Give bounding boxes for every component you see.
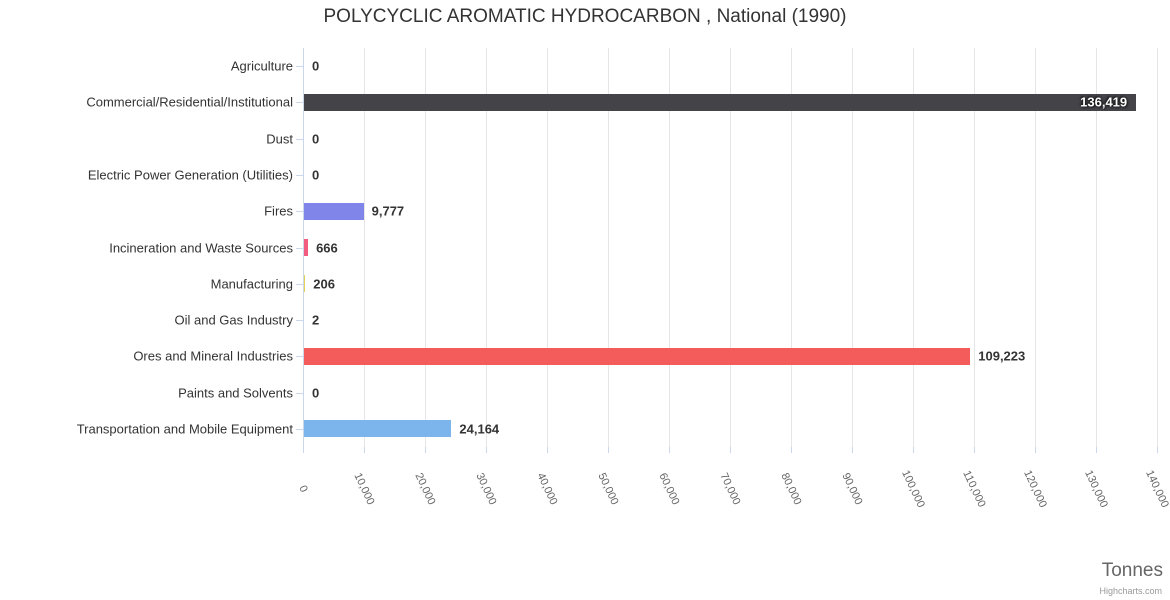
value-label: 0 bbox=[312, 131, 320, 147]
x-tick-label: 100,000 bbox=[899, 468, 927, 510]
category-tick bbox=[296, 320, 303, 321]
x-axis-tick bbox=[486, 447, 487, 453]
x-tick-label: 60,000 bbox=[656, 471, 682, 507]
x-axis-tick bbox=[303, 447, 304, 453]
category-label: Agriculture bbox=[230, 58, 293, 74]
value-label: 9,777 bbox=[371, 203, 405, 219]
category-label: Transportation and Mobile Equipment bbox=[76, 421, 293, 437]
x-tick-label: 110,000 bbox=[960, 468, 988, 510]
value-label: 109,223 bbox=[978, 348, 1026, 364]
grid-line bbox=[791, 48, 792, 447]
x-tick-label: 70,000 bbox=[717, 471, 743, 507]
bar[interactable] bbox=[304, 239, 309, 256]
category-label: Fires bbox=[264, 203, 293, 219]
category-label: Ores and Mineral Industries bbox=[133, 348, 293, 364]
grid-line bbox=[364, 48, 365, 447]
x-axis-tick bbox=[913, 447, 914, 453]
x-tick-label: 50,000 bbox=[595, 471, 621, 507]
grid-line bbox=[730, 48, 731, 447]
x-axis-tick bbox=[1096, 447, 1097, 453]
category-tick bbox=[296, 102, 303, 103]
x-axis-tick bbox=[974, 447, 975, 453]
value-label: 206 bbox=[313, 276, 335, 292]
chart-title: POLYCYCLIC AROMATIC HYDROCARBON , Nation… bbox=[323, 6, 847, 27]
value-label: 136,419 bbox=[1080, 94, 1128, 110]
value-label: 0 bbox=[312, 167, 320, 183]
x-axis-tick bbox=[669, 447, 670, 453]
x-tick-label: 40,000 bbox=[534, 471, 560, 507]
x-tick-label: 140,000 bbox=[1143, 468, 1170, 510]
value-label: 0 bbox=[312, 385, 320, 401]
grid-line bbox=[913, 48, 914, 447]
category-axis-line bbox=[303, 48, 304, 447]
grid-line bbox=[669, 48, 670, 447]
x-axis-tick bbox=[730, 447, 731, 453]
grid-line bbox=[1035, 48, 1036, 447]
category-tick bbox=[296, 211, 303, 212]
category-label: Commercial/Residential/Institutional bbox=[86, 94, 293, 110]
bar[interactable] bbox=[304, 275, 306, 293]
bar[interactable] bbox=[304, 93, 1137, 111]
x-tick-label: 120,000 bbox=[1021, 468, 1049, 510]
bar[interactable] bbox=[304, 420, 452, 438]
grid-line bbox=[486, 48, 487, 447]
category-tick bbox=[296, 175, 303, 176]
x-axis-tick bbox=[364, 447, 365, 453]
category-tick bbox=[296, 393, 303, 394]
category-tick bbox=[296, 66, 303, 67]
category-tick bbox=[296, 248, 303, 249]
category-label: Manufacturing bbox=[210, 276, 293, 292]
x-axis-tick bbox=[1035, 447, 1036, 453]
x-tick-label: 0 bbox=[296, 483, 310, 495]
category-label: Incineration and Waste Sources bbox=[109, 240, 293, 255]
grid-line bbox=[852, 48, 853, 447]
x-axis-tick bbox=[608, 447, 609, 453]
x-axis-tick bbox=[547, 447, 548, 453]
grid-line bbox=[608, 48, 609, 447]
value-label: 24,164 bbox=[459, 421, 500, 437]
category-label: Dust bbox=[266, 131, 293, 147]
value-label: 2 bbox=[312, 312, 320, 328]
category-tick bbox=[296, 139, 303, 140]
x-axis-tick bbox=[1157, 447, 1158, 453]
bar[interactable] bbox=[304, 202, 364, 220]
highcharts-credit-link[interactable]: Highcharts.com bbox=[1099, 586, 1162, 596]
x-tick-label: 130,000 bbox=[1082, 468, 1110, 510]
value-label: 0 bbox=[312, 58, 320, 74]
grid-line bbox=[1157, 48, 1158, 447]
category-tick bbox=[296, 356, 303, 357]
x-tick-label: 80,000 bbox=[778, 471, 804, 507]
grid-line bbox=[974, 48, 975, 447]
category-label: Electric Power Generation (Utilities) bbox=[87, 167, 293, 183]
category-tick bbox=[296, 429, 303, 430]
grid-line bbox=[425, 48, 426, 447]
category-label: Paints and Solvents bbox=[178, 385, 293, 401]
value-label: 666 bbox=[316, 240, 338, 255]
category-label: Oil and Gas Industry bbox=[174, 312, 294, 328]
x-axis-title: Tonnes bbox=[1101, 560, 1163, 581]
bar[interactable] bbox=[304, 347, 971, 365]
x-axis-tick bbox=[791, 447, 792, 453]
x-tick-label: 10,000 bbox=[351, 471, 377, 507]
x-tick-label: 30,000 bbox=[473, 471, 499, 507]
grid-line bbox=[1096, 48, 1097, 447]
x-tick-label: 20,000 bbox=[412, 471, 438, 507]
x-tick-label: 90,000 bbox=[839, 471, 865, 507]
x-axis-tick bbox=[852, 447, 853, 453]
grid-line bbox=[547, 48, 548, 447]
category-tick bbox=[296, 284, 303, 285]
x-axis-tick bbox=[425, 447, 426, 453]
